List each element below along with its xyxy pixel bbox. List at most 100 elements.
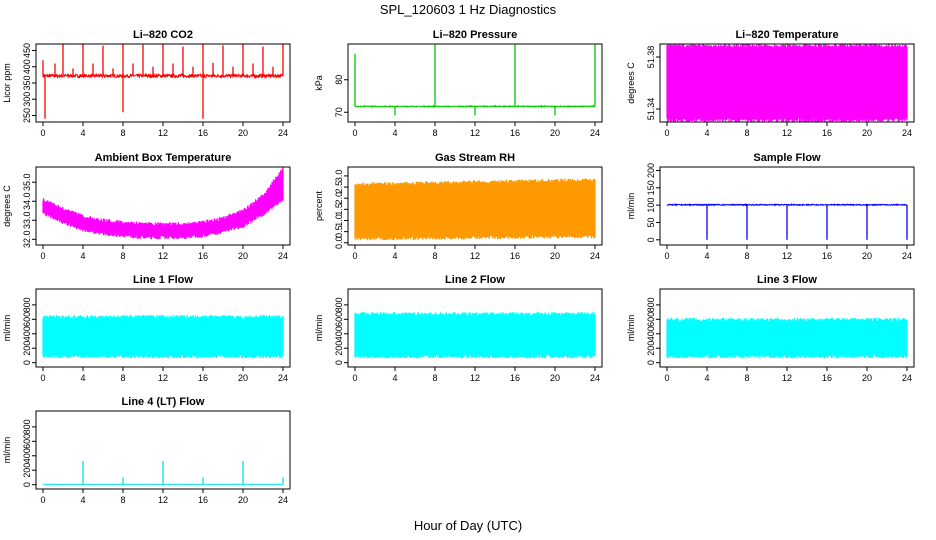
- x-tick-label: 8: [744, 373, 749, 383]
- y-axis-label: ml/min: [2, 437, 12, 464]
- y-tick-label: 800: [22, 297, 32, 312]
- x-tick-label: 20: [550, 251, 560, 261]
- y-tick-label: 200: [22, 341, 32, 356]
- x-tick-label: 24: [278, 495, 288, 505]
- x-tick-label: 20: [862, 251, 872, 261]
- y-axis-label: ml/min: [314, 315, 324, 342]
- y-axis-label: degrees C: [2, 185, 12, 227]
- y-tick-label: 250: [22, 108, 32, 123]
- y-tick-label: 800: [334, 297, 344, 312]
- y-tick-label: 200: [22, 463, 32, 478]
- y-tick-label: 800: [22, 419, 32, 434]
- y-tick-label: 51.34: [646, 98, 656, 121]
- x-tick-label: 8: [432, 251, 437, 261]
- x-tick-label: 12: [782, 128, 792, 138]
- x-tick-label: 24: [278, 128, 288, 138]
- y-axis-label: ml/min: [2, 315, 12, 342]
- x-tick-label: 12: [158, 251, 168, 261]
- x-tick-label: 0: [664, 373, 669, 383]
- y-tick-label: 70: [334, 107, 344, 117]
- y-tick-label: 0.5: [334, 225, 344, 238]
- y-tick-label: 200: [646, 163, 656, 178]
- x-tick-label: 0: [40, 373, 45, 383]
- x-tick-label: 12: [470, 128, 480, 138]
- panel-title: Li–820 CO2: [133, 29, 193, 41]
- x-tick-label: 20: [862, 128, 872, 138]
- x-tick-label: 8: [432, 128, 437, 138]
- x-tick-label: 24: [278, 373, 288, 383]
- x-tick-label: 12: [158, 495, 168, 505]
- panel-title: Gas Stream RH: [435, 152, 515, 164]
- y-axis-label: kPa: [314, 75, 324, 91]
- x-tick-label: 20: [238, 495, 248, 505]
- x-tick-label: 20: [238, 373, 248, 383]
- x-tick-label: 20: [550, 128, 560, 138]
- y-tick-label: 600: [334, 312, 344, 327]
- x-tick-label: 24: [278, 251, 288, 261]
- x-tick-label: 0: [352, 373, 357, 383]
- y-tick-label: 34.0: [22, 192, 32, 210]
- x-tick-label: 20: [862, 373, 872, 383]
- data-band: [354, 312, 596, 359]
- y-tick-label: 0: [646, 360, 656, 365]
- panel-title: Line 2 Flow: [445, 274, 505, 286]
- y-axis-label: Licor ppm: [2, 63, 12, 103]
- y-axis-label: ml/min: [626, 315, 636, 342]
- y-tick-label: 800: [646, 297, 656, 312]
- x-tick-label: 0: [40, 128, 45, 138]
- y-tick-label: 32.0: [22, 231, 32, 249]
- y-tick-label: 400: [22, 326, 32, 341]
- y-tick-label: 2.0: [334, 192, 344, 205]
- x-tick-label: 12: [782, 251, 792, 261]
- panel-title: Li–820 Temperature: [735, 29, 838, 41]
- y-tick-label: 35.0: [22, 173, 32, 191]
- panel-4: Ambient Box Temperature 0 4 8 12 16 20 24 32.033…: [2, 152, 291, 261]
- y-tick-label: 0: [22, 360, 32, 365]
- x-tick-label: 8: [744, 251, 749, 261]
- panel-3: Li–820 Temperature 0 4 8 12 16 20 24 51.34 51.38 d…: [626, 29, 915, 138]
- x-tick-label: 0: [352, 251, 357, 261]
- x-tick-label: 12: [470, 251, 480, 261]
- x-tick-label: 8: [120, 251, 125, 261]
- x-tick-label: 12: [158, 373, 168, 383]
- x-tick-label: 4: [392, 251, 397, 261]
- y-axis-label: percent: [314, 190, 324, 221]
- panel-2: Li–820 Pressure 0 4 8 12 16 20 24 70 80 kPa: [314, 29, 603, 138]
- x-tick-label: 0: [40, 495, 45, 505]
- y-tick-label: 0.0: [334, 237, 344, 250]
- x-axis-title: Hour of Day (UTC): [413, 518, 523, 533]
- x-tick-label: 0: [352, 128, 357, 138]
- x-tick-label: 4: [704, 251, 709, 261]
- x-tick-label: 20: [238, 251, 248, 261]
- x-tick-label: 24: [902, 251, 912, 261]
- y-tick-label: 300: [22, 92, 32, 107]
- panel-title: Line 4 (LT) Flow: [122, 396, 205, 408]
- x-tick-label: 20: [238, 128, 248, 138]
- x-tick-label: 4: [392, 373, 397, 383]
- x-tick-label: 8: [744, 128, 749, 138]
- y-tick-label: 400: [22, 448, 32, 463]
- y-tick-label: 450: [22, 43, 32, 58]
- y-tick-label: 400: [22, 59, 32, 74]
- panel-5: Gas Stream RH 0 4 8 12 16 20 24 0.00.51.01.52.02…: [314, 152, 603, 261]
- x-tick-label: 8: [120, 128, 125, 138]
- x-tick-label: 24: [590, 251, 600, 261]
- y-tick-label: 200: [646, 341, 656, 356]
- x-tick-label: 8: [432, 373, 437, 383]
- data-band: [42, 167, 284, 240]
- x-tick-label: 12: [158, 128, 168, 138]
- y-tick-label: 1.5: [334, 203, 344, 216]
- y-tick-label: 150: [646, 180, 656, 195]
- data-band: [666, 317, 908, 359]
- x-tick-label: 20: [550, 373, 560, 383]
- panel-title: Li–820 Pressure: [433, 29, 517, 41]
- x-tick-label: 8: [120, 373, 125, 383]
- x-tick-label: 4: [80, 373, 85, 383]
- data-band: [42, 315, 284, 359]
- x-tick-label: 16: [822, 128, 832, 138]
- data-band: [666, 44, 908, 122]
